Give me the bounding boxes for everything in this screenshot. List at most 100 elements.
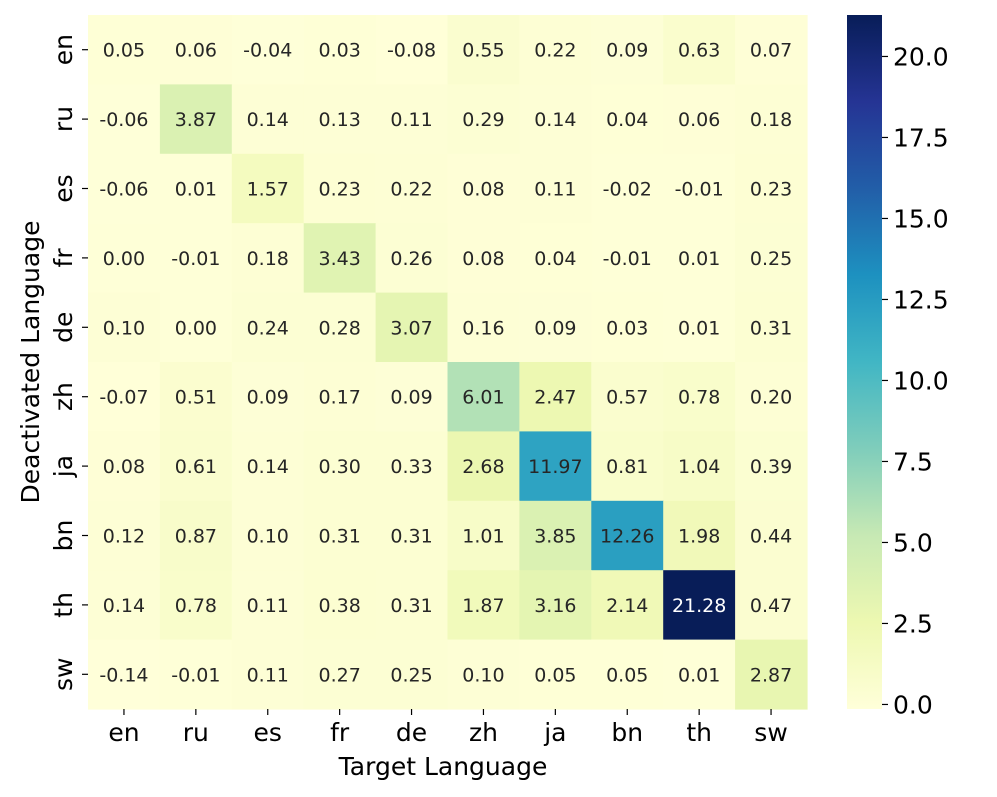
- cell-fr-en: [88, 223, 161, 294]
- cell-en-th: [663, 15, 736, 85]
- cell-th-bn: [591, 570, 664, 641]
- colorbar-tick-label-4: 10.0: [893, 366, 949, 395]
- cell-ru-en: [88, 84, 161, 155]
- cell-label-ja-sw: 0.39: [750, 456, 792, 478]
- cell-label-de-th: 0.01: [678, 317, 720, 339]
- cell-label-ru-ja: 0.14: [534, 109, 576, 131]
- cell-label-fr-es: 0.18: [247, 248, 289, 270]
- cell-de-es: [231, 292, 305, 363]
- cell-label-ja-en: 0.08: [103, 456, 145, 478]
- cell-label-sw-ja: 0.05: [534, 664, 576, 686]
- cell-label-zh-bn: 0.57: [606, 387, 648, 409]
- cell-de-en: [88, 292, 161, 363]
- cell-label-sw-zh: 0.10: [462, 664, 504, 686]
- cell-label-zh-zh: 6.01: [462, 387, 504, 409]
- colorbar-tick-label-6: 15.0: [893, 204, 949, 233]
- cell-ja-zh: [447, 431, 520, 502]
- cell-label-ja-zh: 2.68: [462, 456, 504, 478]
- cell-en-zh: [447, 15, 520, 85]
- cell-label-ru-de: 0.11: [390, 109, 432, 131]
- cell-sw-ru: [159, 639, 233, 710]
- cell-fr-zh: [447, 223, 520, 294]
- cell-bn-bn: [591, 500, 664, 571]
- cell-label-th-th: 21.28: [672, 595, 726, 617]
- x-tick-label-sw: sw: [754, 718, 787, 747]
- cell-es-ru: [159, 153, 233, 224]
- y-tick-label-ja: ja: [49, 455, 78, 478]
- cell-de-fr: [303, 292, 377, 363]
- x-axis-label: Target Language: [338, 752, 548, 781]
- y-tick-label-zh: zh: [49, 382, 78, 411]
- y-tick-label-de: de: [49, 312, 78, 343]
- cell-label-ru-ru: 3.87: [175, 109, 217, 131]
- cell-label-bn-de: 0.31: [390, 526, 432, 548]
- cell-fr-de: [375, 223, 449, 294]
- cell-label-es-en: -0.06: [99, 179, 148, 201]
- cell-en-fr: [303, 15, 377, 85]
- cell-ru-de: [375, 84, 449, 155]
- cell-label-sw-th: 0.01: [678, 664, 720, 686]
- cell-th-ru: [159, 570, 233, 641]
- colorbar-tick-label-2: 5.0: [893, 528, 933, 557]
- colorbar-tick-label-3: 7.5: [893, 447, 933, 476]
- cell-de-ru: [159, 292, 233, 363]
- cell-label-fr-bn: -0.01: [603, 248, 652, 270]
- cell-label-de-zh: 0.16: [462, 317, 504, 339]
- cell-sw-de: [375, 639, 449, 710]
- cell-label-en-de: -0.08: [387, 40, 436, 62]
- cell-label-ru-en: -0.06: [99, 109, 148, 131]
- cell-es-ja: [519, 153, 592, 224]
- x-tick-label-de: de: [396, 718, 427, 747]
- cell-es-de: [375, 153, 449, 224]
- cell-label-th-de: 0.31: [390, 595, 432, 617]
- cell-label-zh-sw: 0.20: [750, 387, 792, 409]
- cell-zh-fr: [303, 362, 377, 432]
- cell-ru-ru: [159, 84, 233, 155]
- cell-label-de-es: 0.24: [247, 317, 289, 339]
- cell-es-sw: [735, 153, 808, 224]
- cell-label-bn-th: 1.98: [678, 526, 720, 548]
- cell-fr-es: [231, 223, 305, 294]
- colorbar-tick-label-8: 20.0: [893, 42, 949, 71]
- cell-bn-es: [231, 500, 305, 571]
- cell-zh-en: [88, 362, 161, 432]
- cell-label-fr-ru: -0.01: [171, 248, 220, 270]
- y-tick-label-ru: ru: [49, 106, 78, 132]
- cell-fr-ru: [159, 223, 233, 294]
- cell-ja-de: [375, 431, 449, 502]
- cell-ja-sw: [735, 431, 808, 502]
- cell-es-es: [231, 153, 305, 224]
- cell-label-ru-es: 0.14: [247, 109, 289, 131]
- cell-bn-en: [88, 500, 161, 571]
- cell-label-ja-fr: 0.30: [318, 456, 360, 478]
- cell-sw-zh: [447, 639, 520, 710]
- cell-label-sw-sw: 2.87: [750, 664, 792, 686]
- colorbar: [847, 15, 882, 709]
- cell-sw-ja: [519, 639, 592, 710]
- cell-th-zh: [447, 570, 520, 641]
- cell-en-ja: [519, 15, 592, 85]
- cell-ru-sw: [735, 84, 808, 155]
- y-axis-ticks: en ru es fr de zh ja bn th sw: [49, 34, 88, 691]
- cell-label-fr-de: 0.26: [390, 248, 432, 270]
- cell-th-de: [375, 570, 449, 641]
- cell-ru-zh: [447, 84, 520, 155]
- cell-label-en-es: -0.04: [243, 40, 292, 62]
- cell-th-sw: [735, 570, 808, 641]
- cell-ru-fr: [303, 84, 377, 155]
- cell-bn-ru: [159, 500, 233, 571]
- cell-label-bn-bn: 12.26: [600, 526, 654, 548]
- cell-label-bn-ja: 3.85: [534, 526, 576, 548]
- cell-ja-bn: [591, 431, 664, 502]
- cell-label-ru-zh: 0.29: [462, 109, 504, 131]
- cell-label-en-zh: 0.55: [462, 40, 504, 62]
- cell-label-de-sw: 0.31: [750, 317, 792, 339]
- y-tick-label-es: es: [49, 174, 78, 202]
- cell-label-th-zh: 1.87: [462, 595, 504, 617]
- cell-label-sw-ru: -0.01: [171, 664, 220, 686]
- cell-label-ru-fr: 0.13: [318, 109, 360, 131]
- y-tick-label-en: en: [49, 34, 78, 65]
- cell-en-sw: [735, 15, 808, 85]
- x-tick-label-en: en: [108, 718, 139, 747]
